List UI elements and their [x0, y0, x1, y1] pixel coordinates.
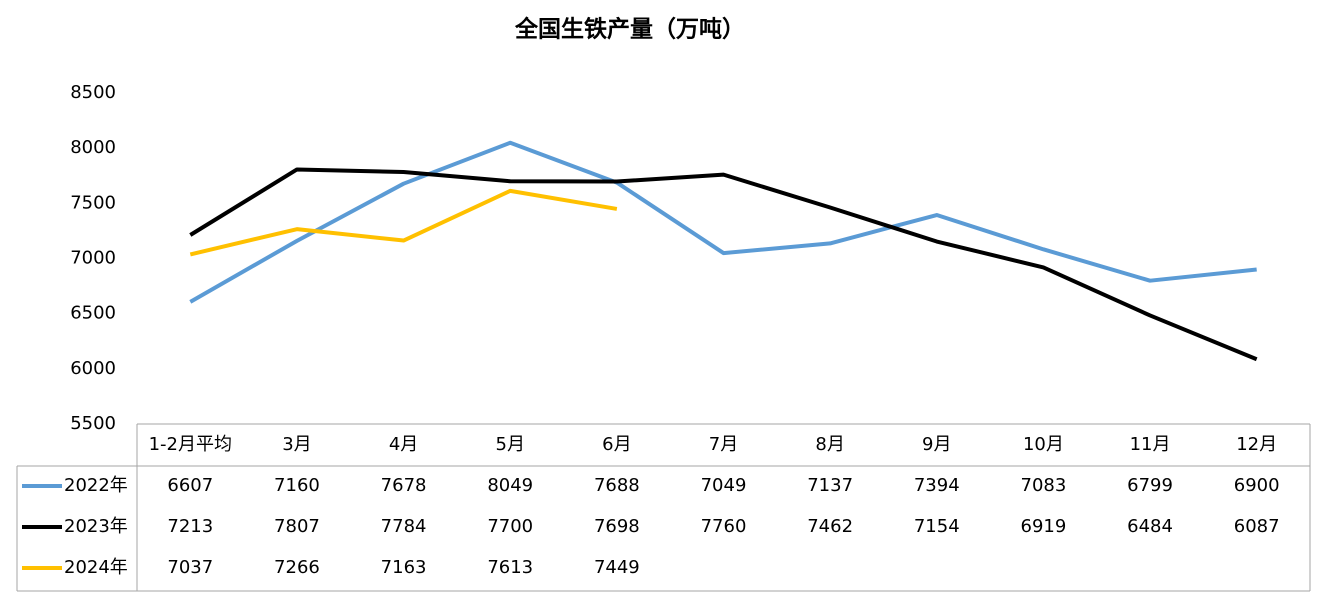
table-value: 7266	[274, 557, 320, 578]
table-value: 7137	[807, 475, 853, 496]
table-value: 6607	[167, 475, 213, 496]
table-value: 7784	[381, 516, 427, 537]
y-tick-label: 8000	[70, 137, 116, 158]
x-tick-label: 8月	[815, 434, 844, 455]
chart-title: 全国生铁产量（万吨）	[514, 16, 745, 43]
table-value: 7462	[807, 516, 853, 537]
x-tick-label: 7月	[709, 434, 738, 455]
x-tick-label: 10月	[1023, 434, 1064, 455]
table-value: 7154	[914, 516, 960, 537]
table-value: 7678	[381, 475, 427, 496]
y-tick-label: 7500	[70, 192, 116, 213]
table-value: 7698	[594, 516, 640, 537]
table-value: 7049	[701, 475, 747, 496]
legend-label: 2022年	[64, 475, 128, 496]
series-line	[189, 140, 1257, 304]
table-value: 7213	[167, 516, 213, 537]
table-value: 6900	[1234, 475, 1280, 496]
table-value: 6087	[1234, 516, 1280, 537]
y-tick-label: 5500	[70, 413, 116, 434]
x-tick-label: 1-2月平均	[149, 434, 232, 455]
y-tick-label: 7000	[70, 248, 116, 269]
table-value: 7037	[167, 557, 213, 578]
x-tick-label: 3月	[282, 434, 311, 455]
table-value: 8049	[487, 475, 533, 496]
table-value: 7394	[914, 475, 960, 496]
y-tick-label: 8500	[70, 82, 116, 103]
series-line	[189, 167, 1258, 362]
y-tick-label: 6500	[70, 303, 116, 324]
table-value: 7613	[487, 557, 533, 578]
table-value: 6919	[1021, 516, 1067, 537]
table-value: 6799	[1127, 475, 1173, 496]
legend-label: 2024年	[64, 557, 128, 578]
table-value: 7160	[274, 475, 320, 496]
y-tick-label: 6000	[70, 358, 116, 379]
legend-label: 2023年	[64, 516, 128, 537]
series-line	[189, 188, 618, 257]
table-value: 7760	[701, 516, 747, 537]
x-tick-label: 12月	[1236, 434, 1277, 455]
x-tick-label: 5月	[496, 434, 525, 455]
table-value: 6484	[1127, 516, 1173, 537]
table-value: 7688	[594, 475, 640, 496]
x-tick-label: 11月	[1130, 434, 1171, 455]
x-tick-label: 4月	[389, 434, 418, 455]
table-value: 7700	[487, 516, 533, 537]
table-value: 7807	[274, 516, 320, 537]
table-value: 7449	[594, 557, 640, 578]
table-value: 7083	[1021, 475, 1067, 496]
x-tick-label: 9月	[922, 434, 951, 455]
x-tick-label: 6月	[602, 434, 631, 455]
table-value: 7163	[381, 557, 427, 578]
